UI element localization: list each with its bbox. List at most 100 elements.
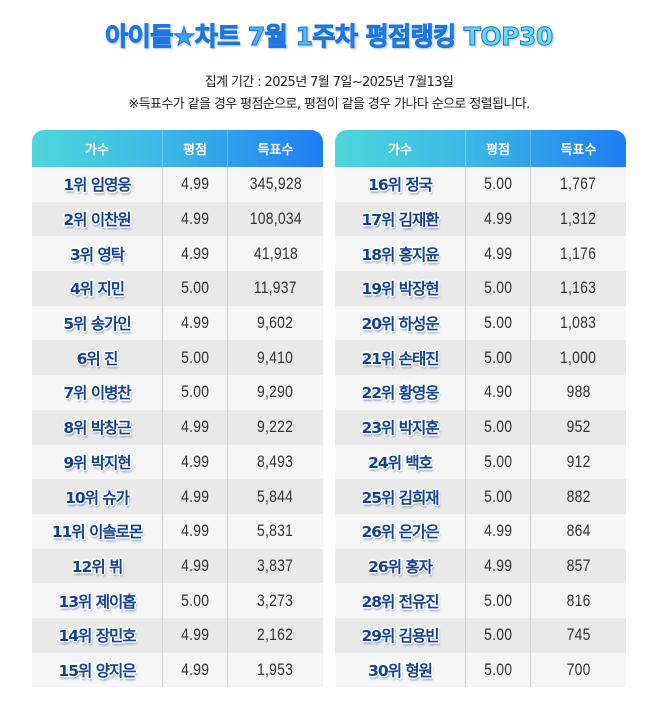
artist-rank-name-cell: 9위 박지현 [32, 445, 162, 480]
artist-rank-name: 24위 백호 [368, 453, 433, 472]
votes-value: 857 [566, 555, 591, 575]
rating-value-cell: 4.90 [465, 375, 530, 410]
rating-value-cell: 5.00 [465, 479, 530, 514]
rating-value: 4.90 [483, 382, 513, 402]
artist-rank-name: 16위 정국 [368, 176, 433, 195]
table-row: 7위 이병찬 5.00 9,290 [32, 375, 323, 410]
chart-title: 아이돌★차트 7월 1주차 평점랭킹 TOP30 [0, 20, 658, 54]
artist-rank-name: 23위 박지훈 [361, 419, 439, 438]
rating-value-cell: 4.99 [162, 548, 227, 584]
ranking-table-left: 가수 평점 득표수 1위 임영웅 4.99 345,928 2위 이찬원 4.99 108… [32, 130, 323, 688]
votes-value: 988 [566, 382, 591, 402]
votes-value: 3,273 [257, 590, 294, 610]
votes-value-cell: 816 [530, 583, 626, 618]
artist-rank-name: 26위 은가은 [361, 523, 439, 542]
rating-value: 5.00 [180, 382, 210, 402]
artist-rank-name-cell: 10위 슈가 [32, 479, 162, 514]
artist-rank-name: 10위 슈가 [65, 488, 130, 507]
artist-rank-name-cell: 29위 김용빈 [335, 618, 465, 653]
artist-rank-name: 25위 김희재 [361, 488, 439, 507]
rating-value-cell: 5.00 [465, 271, 530, 306]
votes-value-cell: 5,844 [227, 479, 323, 514]
rating-value: 4.99 [180, 555, 210, 575]
table-row: 8위 박창근 4.99 9,222 [32, 409, 323, 445]
votes-value: 3,837 [257, 555, 294, 575]
rating-value-cell: 5.00 [465, 305, 530, 341]
rating-value: 5.00 [483, 417, 513, 437]
table-row: 6위 진 5.00 9,410 [32, 340, 323, 376]
rating-value-cell: 4.99 [162, 409, 227, 445]
rating-value: 4.99 [180, 521, 210, 541]
artist-rank-name-cell: 14위 장민호 [32, 618, 162, 653]
rating-value: 4.99 [483, 209, 513, 229]
votes-value: 9,290 [257, 382, 294, 402]
votes-value: 9,410 [257, 347, 294, 367]
rating-value: 5.00 [483, 313, 513, 333]
rating-value: 5.00 [180, 278, 210, 298]
votes-value: 952 [566, 417, 591, 437]
artist-rank-name-cell: 8위 박창근 [32, 410, 162, 445]
artist-rank-name-cell: 3위 영탁 [32, 236, 162, 271]
votes-value-cell: 912 [530, 444, 626, 480]
votes-value: 1,163 [560, 278, 597, 298]
artist-rank-name-cell: 1위 임영웅 [32, 167, 162, 202]
rating-value: 5.00 [483, 590, 513, 610]
artist-rank-name: 9위 박지현 [63, 453, 131, 472]
votes-value-cell: 1,083 [530, 305, 626, 341]
votes-value-cell: 8,493 [227, 444, 323, 480]
artist-rank-name: 17위 김재환 [361, 211, 439, 230]
artist-rank-name-cell: 18위 홍지윤 [335, 236, 465, 271]
rating-value: 4.99 [180, 417, 210, 437]
rating-value: 4.99 [180, 209, 210, 229]
artist-rank-name: 2위 이찬원 [63, 211, 131, 230]
rating-value: 5.00 [483, 347, 513, 367]
table-row: 1위 임영웅 4.99 345,928 [32, 167, 323, 202]
votes-value: 9,222 [257, 417, 294, 437]
table-row: 22위 황영웅 4.90 988 [335, 375, 626, 410]
sorting-note: ※득표수가 같을 경우 평점순으로, 평점이 같을 경우 가나다 순으로 정렬됩… [128, 97, 530, 112]
rating-value-cell: 4.99 [162, 479, 227, 514]
artist-rank-name: 15위 양지은 [58, 661, 136, 680]
votes-value-cell: 108,034 [227, 201, 323, 237]
header-rating: 평점 [465, 130, 530, 167]
rating-value-cell: 4.99 [162, 201, 227, 237]
votes-value: 8,493 [257, 451, 294, 471]
rating-value: 4.99 [180, 625, 210, 645]
rating-value: 5.00 [483, 451, 513, 471]
votes-value-cell: 3,273 [227, 583, 323, 618]
artist-rank-name: 30위 형원 [368, 661, 433, 680]
table-row: 15위 양지은 4.99 1,953 [32, 652, 323, 688]
rating-value: 4.99 [180, 313, 210, 333]
votes-value-cell: 988 [530, 375, 626, 410]
rating-value-cell: 4.99 [465, 513, 530, 549]
votes-value-cell: 5,831 [227, 513, 323, 549]
votes-value: 912 [566, 451, 591, 471]
rating-value: 5.00 [483, 278, 513, 298]
votes-value: 5,831 [257, 521, 294, 541]
artist-rank-name-cell: 12위 뷔 [32, 549, 162, 584]
artist-rank-name-cell: 23위 박지훈 [335, 410, 465, 445]
artist-rank-name-cell: 11위 이솔로몬 [32, 514, 162, 549]
rating-value-cell: 5.00 [465, 444, 530, 480]
artist-rank-name-cell: 2위 이찬원 [32, 202, 162, 237]
artist-rank-name: 20위 하성운 [361, 315, 439, 334]
votes-value-cell: 9,410 [227, 340, 323, 376]
rating-value-cell: 4.99 [162, 617, 227, 653]
table-row: 2위 이찬원 4.99 108,034 [32, 201, 323, 237]
artist-rank-name: 8위 박창근 [63, 419, 131, 438]
chart-title-text: 아이돌★차트 7월 1주차 평점랭킹 TOP30 [105, 22, 554, 52]
votes-value: 41,918 [253, 243, 298, 263]
table-row: 9위 박지현 4.99 8,493 [32, 444, 323, 480]
artist-rank-name: 22위 황영웅 [361, 384, 439, 403]
header-votes: 득표수 [530, 130, 626, 167]
rating-value-cell: 5.00 [162, 271, 227, 306]
rating-value-cell: 4.99 [162, 652, 227, 688]
votes-value: 345,928 [249, 174, 302, 194]
table-row: 26위 홍자 4.99 857 [335, 548, 626, 584]
artist-rank-name: 28위 전유진 [361, 592, 439, 611]
rating-value: 4.99 [483, 555, 513, 575]
votes-value: 1,176 [560, 243, 597, 263]
votes-value-cell: 700 [530, 652, 626, 688]
artist-rank-name-cell: 19위 박장현 [335, 271, 465, 306]
artist-rank-name-cell: 28위 전유진 [335, 583, 465, 618]
